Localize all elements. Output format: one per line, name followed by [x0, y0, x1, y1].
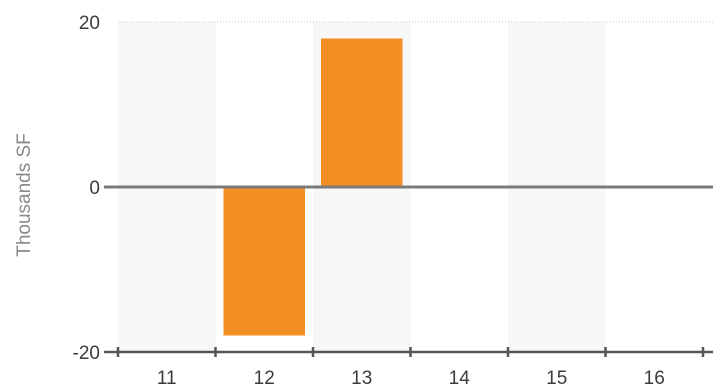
x-tick-label: 16	[644, 368, 665, 389]
bar-12	[223, 187, 305, 336]
x-tick-label: 12	[254, 368, 275, 389]
y-axis-title: Thousands SF	[14, 133, 35, 257]
y-axis-tick-labels: 20 0 -20	[73, 13, 100, 364]
y-tick-label: 20	[79, 13, 100, 34]
bars	[223, 38, 403, 336]
x-axis: 11 12 13 14 15 16	[104, 347, 713, 389]
x-tick-label: 15	[546, 368, 567, 389]
x-tick-label: 13	[351, 368, 372, 389]
x-tick-label: 14	[449, 368, 471, 389]
y-tick-label: -20	[73, 343, 100, 364]
y-tick-label: 0	[89, 178, 100, 199]
x-tick-label: 11	[157, 368, 177, 389]
bar-13	[321, 38, 403, 187]
